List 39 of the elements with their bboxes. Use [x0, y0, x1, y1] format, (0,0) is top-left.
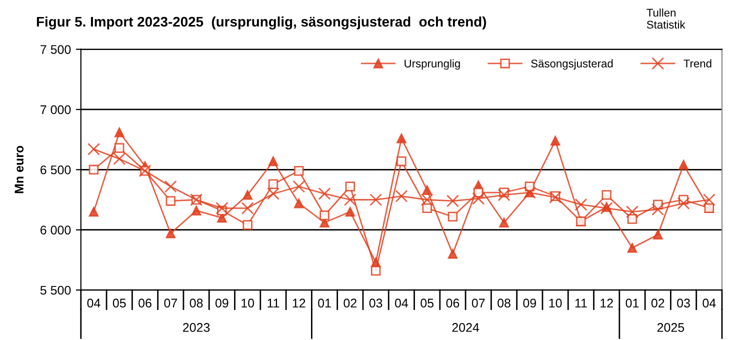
text: 2025 [657, 323, 684, 332]
x-tick-label: 11 [575, 298, 587, 308]
x-tick-label: 03 [677, 298, 690, 308]
x-tick-label: 09 [215, 298, 228, 308]
y-tick-label: 7 000 [40, 105, 71, 114]
y-tick-label: 7 500 [40, 45, 71, 54]
x-tick-label: 10 [242, 298, 254, 308]
x-tick-label: 02 [344, 298, 356, 308]
text: 2024 [452, 323, 480, 332]
legend-label: Säsongsjusterad [531, 59, 613, 70]
chart-title: Figur 5. Import 2023-2025 (ursprunglig, säsongsjusterad och trend) [36, 16, 486, 30]
x-tick-label: 03 [369, 298, 382, 308]
x-tick-label: 09 [523, 298, 536, 308]
y-tick-label: 5 500 [40, 286, 71, 295]
y-tick-label: 6 000 [40, 226, 71, 234]
x-tick-label: 06 [446, 298, 460, 308]
text: 2023 [183, 323, 210, 332]
x-tick-label: 12 [292, 298, 306, 308]
legend-label: Ursprunglig [404, 59, 460, 70]
x-tick-label: 06 [138, 298, 152, 308]
x-tick-label: 02 [651, 298, 664, 308]
x-tick-label: 05 [112, 298, 126, 308]
x-tick-label: 08 [190, 298, 203, 308]
x-tick-label: 07 [164, 298, 177, 308]
x-tick-label: 10 [549, 298, 562, 308]
x-tick-label: 04 [87, 298, 100, 308]
y-tick-label: 6 500 [40, 165, 71, 174]
x-tick-label: 04 [702, 298, 716, 308]
x-tick-label: 05 [420, 298, 434, 308]
x-tick-label: 01 [318, 298, 331, 308]
x-tick-label: 04 [394, 298, 408, 308]
x-tick-label: 11 [268, 298, 280, 308]
x-tick-label: 08 [498, 298, 510, 308]
y-axis-title: Mn euro [14, 146, 24, 194]
legend-label: Trend [684, 59, 712, 68]
text: Tullen Statistik [646, 8, 686, 29]
x-tick-label: 01 [626, 298, 639, 308]
x-tick-label: 12 [600, 298, 613, 308]
x-tick-label: 07 [472, 298, 485, 308]
